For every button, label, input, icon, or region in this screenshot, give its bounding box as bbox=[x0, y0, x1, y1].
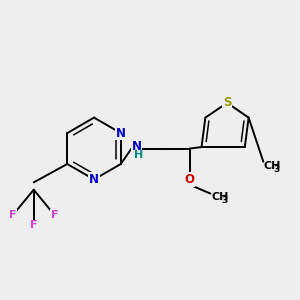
Text: F: F bbox=[51, 210, 58, 220]
Text: H: H bbox=[134, 150, 143, 160]
Text: CH: CH bbox=[263, 161, 281, 171]
Text: S: S bbox=[223, 96, 231, 110]
Text: N: N bbox=[132, 140, 142, 153]
Text: CH: CH bbox=[212, 192, 229, 202]
Text: 3: 3 bbox=[221, 196, 228, 205]
Text: N: N bbox=[116, 127, 126, 140]
Text: N: N bbox=[89, 173, 99, 186]
Text: O: O bbox=[185, 173, 195, 186]
Text: F: F bbox=[30, 220, 38, 230]
Text: 3: 3 bbox=[273, 165, 279, 174]
Text: F: F bbox=[9, 210, 17, 220]
